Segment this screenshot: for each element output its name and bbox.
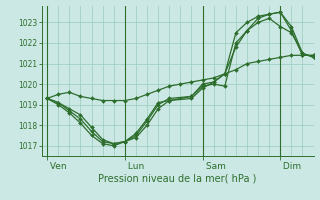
X-axis label: Pression niveau de la mer( hPa ): Pression niveau de la mer( hPa ) bbox=[99, 173, 257, 183]
